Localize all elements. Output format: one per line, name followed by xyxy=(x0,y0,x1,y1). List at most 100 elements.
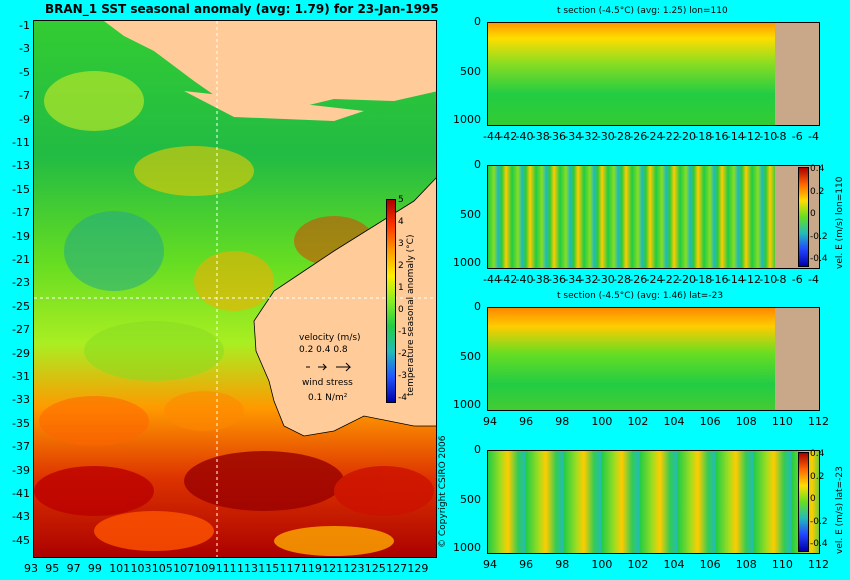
section-x-tick: -8 xyxy=(775,273,787,286)
section-y-tick: 500 xyxy=(460,349,481,363)
map-lat-tick: -13 xyxy=(12,159,30,173)
land-mask xyxy=(775,23,819,125)
map-lon-tick: 129 xyxy=(407,562,429,575)
section-x-tick: -42 xyxy=(499,130,518,143)
land-mask xyxy=(775,166,819,268)
section-x-tick: 106 xyxy=(699,558,721,571)
map-title: BRAN_1 SST seasonal anomaly (avg: 1.79) … xyxy=(45,2,439,16)
section-x-tick: -40 xyxy=(515,130,534,143)
map-colorbar-label: temperature seasonal anomaly (°C) xyxy=(406,234,416,396)
section-y-tick: 1000 xyxy=(453,540,481,554)
section-x-tick: -22 xyxy=(661,273,680,286)
section-x-tick: 108 xyxy=(735,415,757,428)
map-colorbar-tick: 4 xyxy=(398,217,404,227)
section-x-tick: -6 xyxy=(791,130,803,143)
section-x-tick: 102 xyxy=(627,558,649,571)
section-x-tick: -38 xyxy=(531,273,550,286)
section-x-tick: 108 xyxy=(735,558,757,571)
section-x-tick: 104 xyxy=(663,558,685,571)
section-heatmap xyxy=(487,450,820,554)
section-x-tick: 94 xyxy=(483,558,497,571)
map-colorbar xyxy=(386,199,396,403)
velocity-colorbar-label: vel. E (m/s) lon=110 xyxy=(835,176,845,269)
map-lat-tick: -23 xyxy=(12,276,30,290)
section-x-tick: 112 xyxy=(808,415,829,428)
section-x-tick: -16 xyxy=(710,130,729,143)
map-lon-tick: 111 xyxy=(215,562,237,575)
velocity-colorbar xyxy=(798,452,809,552)
section-x-tick: -4 xyxy=(808,273,819,286)
map-lon-tick: 123 xyxy=(343,562,365,575)
section-heatmap xyxy=(487,307,820,411)
section-x-tick: -10 xyxy=(759,273,778,286)
map-lat-tick: -41 xyxy=(12,487,30,500)
section-x-tick: 106 xyxy=(699,415,721,428)
section-x-tick: -28 xyxy=(613,130,631,143)
map-colorbar-tick: 0 xyxy=(398,305,404,315)
map-lat-tick: -3 xyxy=(19,42,30,56)
map-lat-tick: -7 xyxy=(19,89,30,103)
section-y-tick: 1000 xyxy=(453,397,481,411)
map-colorbar-tick: -3 xyxy=(398,371,407,381)
section-x-tick: -26 xyxy=(629,273,648,286)
map-lon-tick: 93 xyxy=(24,562,38,575)
section-heatmap xyxy=(487,22,820,126)
map-lat-tick: -29 xyxy=(12,346,30,360)
map-lat-tick: -21 xyxy=(12,253,30,266)
map-colorbar-tick: 5 xyxy=(398,195,404,205)
map-lon-tick: 125 xyxy=(364,562,386,575)
map-lat-tick: -17 xyxy=(12,206,30,220)
section-x-tick: -20 xyxy=(678,273,696,286)
section-x-tick: 96 xyxy=(519,558,534,571)
section-x-tick: -4 xyxy=(808,130,819,143)
section-x-tick: -22 xyxy=(661,130,680,143)
map-lon-tick: 109 xyxy=(194,562,216,575)
map-lon-tick: 103 xyxy=(130,562,152,575)
section-x-tick: -32 xyxy=(580,273,599,286)
map-lon-tick: 101 xyxy=(109,562,131,575)
map-lat-tick: -39 xyxy=(12,463,30,477)
map-lat-tick: -9 xyxy=(19,112,30,126)
map-lon-tick: 113 xyxy=(237,562,258,575)
map-lat-tick: -1 xyxy=(19,19,30,32)
section-x-tick: -34 xyxy=(564,130,583,143)
map-lat-tick: -35 xyxy=(12,416,30,430)
section-x-tick: -44 xyxy=(483,130,501,143)
map-lat-tick: -45 xyxy=(12,533,30,547)
section-x-tick: -14 xyxy=(726,273,745,286)
section-x-tick: 98 xyxy=(555,558,570,571)
section-x-tick: -26 xyxy=(629,130,648,143)
section-x-tick: -34 xyxy=(564,273,583,286)
section-x-tick: -10 xyxy=(759,130,778,143)
section-y-tick: 1000 xyxy=(453,112,481,126)
section-x-tick: -40 xyxy=(515,273,534,286)
section-y-tick: 0 xyxy=(474,158,481,171)
section-x-tick: 100 xyxy=(591,415,613,428)
velocity-colorbar-label: vel. E (m/s) lat=-23 xyxy=(835,466,845,554)
map-lon-tick: 105 xyxy=(151,562,173,575)
map-lon-tick: 119 xyxy=(300,562,322,575)
map-lat-tick: -27 xyxy=(12,323,30,337)
velocity-colorbar-tick: 0.4 xyxy=(810,164,825,174)
section-x-tick: -32 xyxy=(580,130,599,143)
section-y-tick: 500 xyxy=(460,492,481,506)
section-x-tick: -18 xyxy=(694,273,713,286)
velocity-colorbar-tick: 0 xyxy=(810,494,816,504)
wind-legend-title: wind stress xyxy=(302,378,353,388)
map-colorbar-tick: 2 xyxy=(398,261,404,271)
section-x-tick: -24 xyxy=(645,273,664,286)
section-x-tick: -8 xyxy=(775,130,787,143)
velocity-colorbar-tick: 0.2 xyxy=(810,186,825,197)
section-x-tick: -36 xyxy=(548,273,566,286)
section-x-tick: -28 xyxy=(613,273,631,286)
section-x-tick: 102 xyxy=(627,415,649,428)
map-colorbar-tick: -2 xyxy=(398,349,407,359)
map-lat-tick: -19 xyxy=(12,229,30,243)
map-lon-tick: 95 xyxy=(45,562,60,575)
section-y-tick: 500 xyxy=(460,64,481,78)
section-x-tick: 94 xyxy=(483,415,497,428)
section-x-tick: 96 xyxy=(519,415,534,428)
section-x-tick: -30 xyxy=(596,130,615,143)
section-x-tick: 100 xyxy=(591,558,613,571)
section-x-tick: -18 xyxy=(694,130,713,143)
